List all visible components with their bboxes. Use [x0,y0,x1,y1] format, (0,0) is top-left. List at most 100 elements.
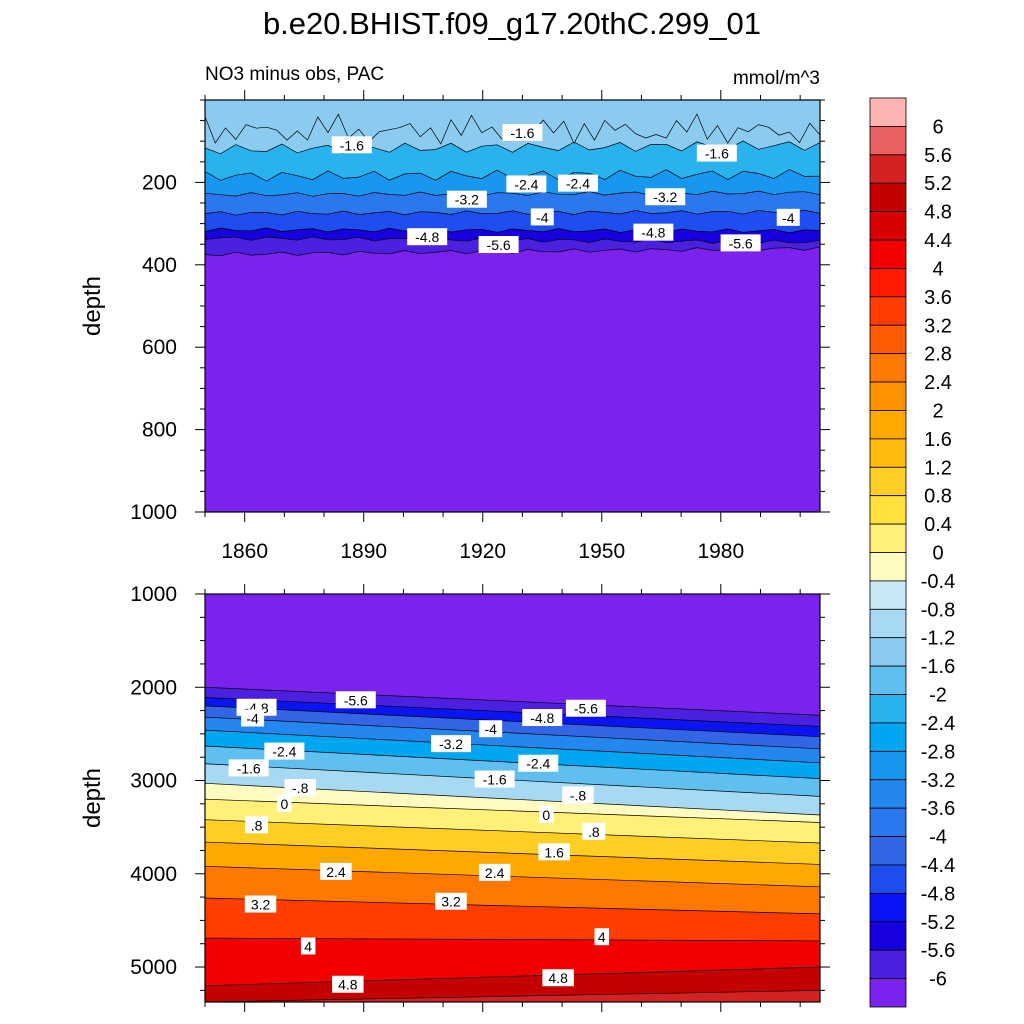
contour-label: -3.2 [653,189,677,205]
y-tick-label: 800 [142,419,177,442]
colorbar-label: -5.6 [921,940,955,962]
contour-label: -4 [782,210,795,226]
colorbar-label: -5.2 [921,912,955,934]
colorbar-label: 1.2 [924,457,952,479]
contour-label-box [431,735,471,753]
contour-label: -.8 [570,787,587,803]
contour-label: .8 [588,824,600,840]
contour-label-box [633,223,674,241]
contour-label: -4 [246,710,259,726]
colorbar-box [869,892,907,923]
colorbar-box [869,97,907,127]
colorbar-label: 3.6 [924,287,952,309]
colorbar-box [869,836,907,866]
colorbar: 6 5.6 5.2 4.8 4.4 4 3.6 3.2 2.8 2.4 2 1.6 1.2 0.8 0.4 0… [869,97,955,1008]
colorbar-box [869,807,907,837]
colorbar-box [869,182,907,213]
colorbar-box [869,949,907,979]
colorbar-label: 4 [932,258,943,280]
contour-label-box [478,236,519,254]
contour-label: 2.4 [326,864,346,880]
contour-label: -1.6 [510,125,534,141]
lower-panel: -4.8 -5.6-4 -4.8-5.6-4-2.4 -3.2-2.4-1.6-1.6… [79,583,830,1012]
contour-label: -5.6 [487,237,511,253]
colorbar-label: 2 [932,400,943,422]
contour-label: -5.6 [729,235,753,251]
colorbar-box [869,438,907,468]
contour-label: -4 [484,721,497,737]
units-label: mmol/m^3 [732,68,820,89]
contour-label-box [562,786,594,804]
contour-label-box [474,770,515,788]
colorbar-label: -2.4 [921,713,955,735]
colorbar-label: -3.2 [921,770,955,792]
colorbar-label: 6 [932,116,943,138]
colorbar-box [869,154,907,184]
contour-label-box [446,190,487,208]
panel-left-string: NO3 minus obs, PAC [205,64,385,85]
colorbar-box [869,466,907,497]
contour-label: .8 [251,817,263,833]
x-tick-label: 1920 [459,540,506,563]
upper-panel: -1.6 -1.6 -1.6 -3.2 -2.4 -2.4 -3.2 -4 -4 -4.8 -4.8… [79,90,830,563]
contour-label: -4.8 [530,710,554,726]
colorbar-box [869,665,907,695]
colorbar-box [869,324,907,355]
contour-label: -4.8 [415,229,439,245]
contour-label-box [407,228,448,246]
figure-title: b.e20.BHIST.f09_g17.20thC.299_01 [262,6,762,41]
colorbar-box [869,381,907,411]
contour-label-box [538,843,570,861]
contour-label: -3.2 [439,736,463,752]
y-tick-label: 1000 [130,501,177,524]
colorbar-label: 0.4 [924,514,952,536]
colorbar-label: -2 [929,685,947,707]
colorbar-label: 5.2 [924,173,952,195]
contour-label: 2.4 [485,865,505,881]
contour-label-box [645,188,686,206]
y-tick-label: 400 [142,254,177,277]
colorbar-label: -4 [929,827,947,849]
contour-label-box [331,136,372,154]
contour-label: -1.6 [483,772,507,788]
colorbar-box [869,211,907,241]
colorbar-label: 4.8 [924,202,952,224]
contour-label: 3.2 [251,897,271,913]
colorbar-label: -6 [929,969,947,991]
contour-label: -3.2 [455,192,479,208]
colorbar-label: -3.6 [921,798,955,820]
contour-label: -1.6 [705,146,729,162]
y-tick-label: 4000 [130,863,177,886]
colorbar-label: 1.6 [924,429,952,451]
lower-field: -4.8 -5.6-4 -4.8-5.6-4-2.4 -3.2-2.4-1.6-1.6… [205,594,820,1002]
contour-label: 1.6 [544,844,564,860]
contour-label: 0 [542,807,550,823]
colorbar-label: 4.4 [924,230,952,252]
colorbar-box [869,268,907,298]
y-tick-label: 3000 [130,770,177,793]
colorbar-box [869,239,907,269]
colorbar-box [869,608,907,639]
contour-label: -2.4 [514,176,538,192]
contour-label-box [518,754,559,772]
colorbar-box [869,580,907,610]
colorbar-box [869,921,907,951]
contour-label-box [565,699,606,717]
contour-label-box [478,863,511,881]
colorbar-label: -1.6 [921,656,955,678]
x-tick-label: 1980 [697,540,744,563]
y-tick-label: 2000 [130,676,177,699]
contour-label-box [241,709,265,727]
contour-label: 3.2 [441,894,461,910]
contour-label: -2.4 [272,744,296,760]
colorbar-label: -0.4 [921,571,955,593]
contour-label-box [244,895,277,913]
colorbar-box [869,353,907,383]
colorbar-label: 5.6 [924,145,952,167]
y-tick-label: 1000 [130,583,177,606]
contour-label-box [320,862,352,880]
contour-label-box [530,208,554,226]
contour-label-box [300,937,316,955]
colorbar-box [869,637,907,667]
y-tick-label: 200 [142,171,177,194]
